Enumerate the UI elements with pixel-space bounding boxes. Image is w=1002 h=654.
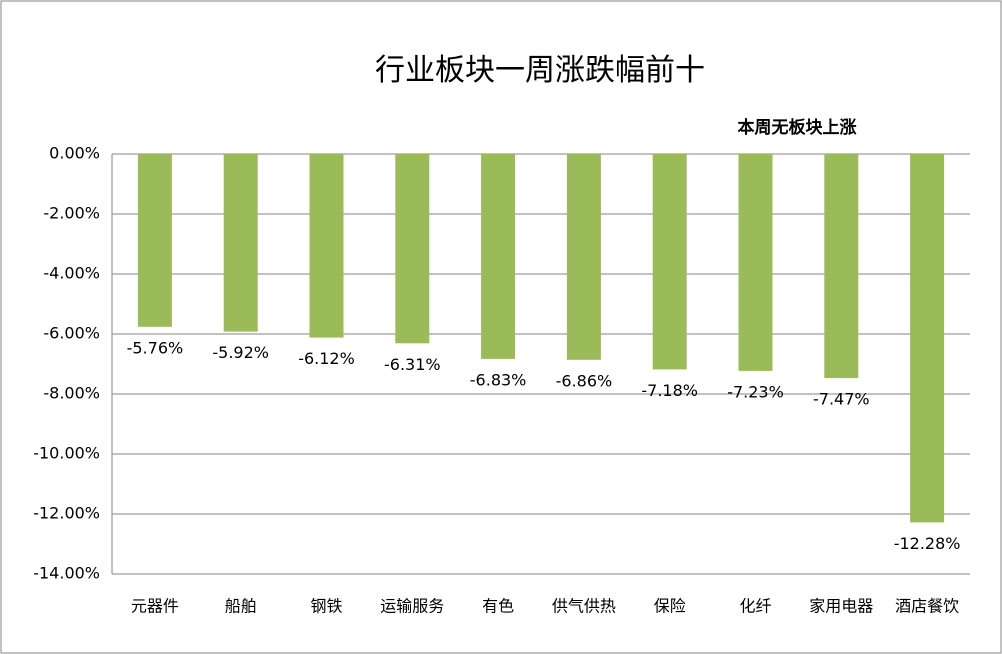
bar [309,154,344,338]
value-label: -6.83% [470,370,527,389]
bar [566,154,601,360]
y-tick-label: -2.00% [43,204,100,223]
bar [824,154,859,379]
bar [395,154,430,344]
y-tick-label: -8.00% [43,384,100,403]
bar [738,154,773,371]
bar [223,154,258,332]
y-tick-label: -12.00% [33,504,100,523]
value-label: -5.76% [127,338,184,357]
bar [481,154,516,359]
value-label: -7.18% [641,381,698,400]
value-label: -7.47% [813,390,870,409]
chart-title: 行业板块一周涨跌幅前十 [375,53,705,88]
y-tick-label: -4.00% [43,264,100,283]
x-tick-label: 供气供热 [552,597,616,616]
bar [652,154,687,370]
y-tick-label: -10.00% [33,444,100,463]
value-label: -6.12% [298,349,355,368]
annotation: 本周无板块上涨 [738,117,857,138]
value-label: -6.31% [384,355,441,374]
x-tick-label: 有色 [482,597,514,616]
value-label: -12.28% [894,534,961,553]
x-tick-label: 保险 [654,597,686,616]
value-label: -6.86% [556,371,613,390]
x-tick-label: 家用电器 [809,597,873,616]
value-label: -5.92% [212,343,269,362]
bar [910,154,945,523]
y-tick-label: -14.00% [33,564,100,583]
y-tick-label: -6.00% [43,324,100,343]
x-tick-label: 酒店餐饮 [895,597,959,616]
x-tick-label: 元器件 [131,597,179,616]
x-tick-label: 钢铁 [310,597,342,616]
value-label: -7.23% [727,382,784,401]
x-tick-label: 运输服务 [380,597,444,616]
x-tick-label: 船舶 [225,597,257,616]
x-tick-label: 化纤 [739,597,771,616]
bar [137,154,172,327]
y-tick-label: 0.00% [49,144,100,163]
